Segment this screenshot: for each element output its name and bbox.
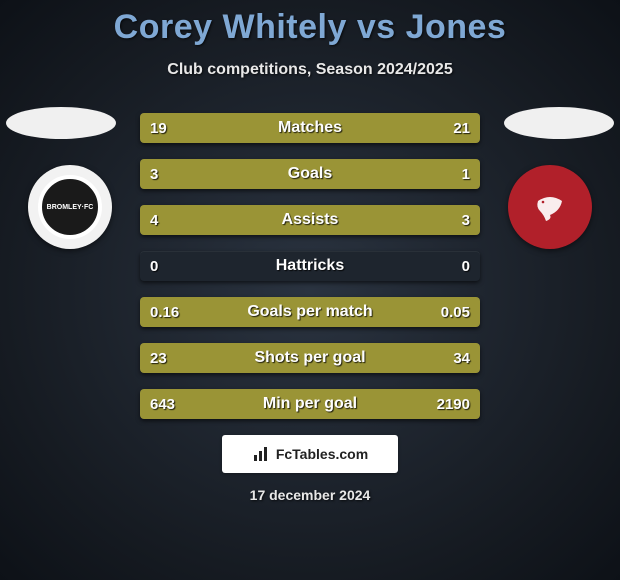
player-ellipse-right (504, 107, 614, 139)
stat-label: Matches (140, 113, 480, 143)
page-title: Corey Whitely vs Jones (0, 0, 620, 47)
team-crest-right (508, 165, 592, 249)
stat-row: 31Goals (140, 159, 480, 189)
team-crest-right-label (526, 183, 574, 231)
stat-row: 43Assists (140, 205, 480, 235)
chart-icon (252, 445, 270, 463)
comparison-arena: BROMLEY·FC 1921Matches 31Goals 43Assists 00… (0, 99, 620, 419)
stat-label: Hattricks (140, 251, 480, 281)
brand-badge: FcTables.com (222, 435, 398, 473)
subtitle: Club competitions, Season 2024/2025 (0, 61, 620, 79)
stat-row: 1921Matches (140, 113, 480, 143)
date-label: 17 december 2024 (0, 487, 620, 503)
stat-label: Goals (140, 159, 480, 189)
stat-label: Shots per goal (140, 343, 480, 373)
stat-bars: 1921Matches 31Goals 43Assists 00Hattricks 0.… (140, 99, 480, 419)
stat-row: 2334Shots per goal (140, 343, 480, 373)
stat-row: 6432190Min per goal (140, 389, 480, 419)
stat-label: Goals per match (140, 297, 480, 327)
brand-text: FcTables.com (276, 446, 368, 462)
player-ellipse-left (6, 107, 116, 139)
stat-row: 00Hattricks (140, 251, 480, 281)
team-crest-left: BROMLEY·FC (28, 165, 112, 249)
stat-row: 0.160.05Goals per match (140, 297, 480, 327)
team-crest-left-label: BROMLEY·FC (38, 175, 102, 239)
stat-label: Min per goal (140, 389, 480, 419)
stat-label: Assists (140, 205, 480, 235)
shrimp-icon (530, 187, 570, 227)
